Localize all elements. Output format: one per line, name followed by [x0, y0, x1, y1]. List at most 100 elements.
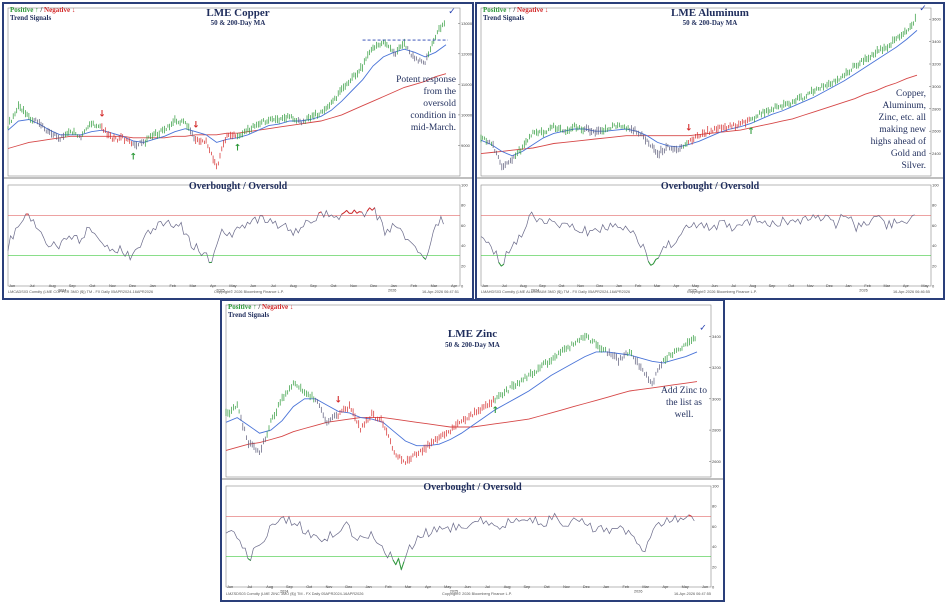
ma200-line [480, 74, 918, 155]
month-tick-label: May [692, 284, 699, 288]
ma50-line [7, 44, 447, 143]
oscillator-plot-frame [225, 485, 712, 588]
month-tick-label: Oct [330, 284, 337, 288]
price-tick-label: 3600 [932, 17, 942, 22]
month-tick-label: Dec [596, 284, 603, 288]
oscillator-extreme-segment [655, 257, 659, 260]
month-tick-label: Apr [425, 585, 432, 589]
osc-tick-label: 40 [712, 544, 717, 549]
oscillator-title: Overbought / Oversold [660, 181, 760, 192]
osc-tick-label: 100 [461, 183, 468, 188]
footer-source: LMCADS03 Comdty (LME COPPER 3MO ($)) TM … [8, 290, 154, 294]
price-tick-label: 3200 [712, 365, 722, 370]
osc-tick-label: 20 [712, 564, 717, 569]
month-tick-label: Sep [769, 284, 776, 288]
oscillator-extreme-segment [346, 210, 350, 214]
footer-timestamp: 16-Apr-2026 06:46:55 [893, 290, 930, 294]
chart-annotation: Copper, Aluminum, Zinc, etc. all making … [870, 89, 926, 171]
month-tick-label: Mar [642, 585, 649, 589]
month-tick-label: Apr [673, 284, 680, 288]
month-tick-label: Jun [9, 284, 15, 288]
oscillator-extreme-segment [392, 559, 397, 565]
aluminum-chart-svg: 3600 3400 3200 3000 2800 2600 2400 100 80 60 40 20 0… [477, 4, 943, 293]
trend-signals-label: Trend Signals [228, 311, 270, 319]
month-tick-label: Dec [129, 284, 136, 288]
price-tick-label: 2800 [712, 428, 722, 433]
osc-tick-label: 0 [932, 284, 935, 289]
month-tick-label: Jul [247, 585, 252, 589]
copper-chart-svg: 13000 12000 11000 10000 9000 100 80 60 40 20 0 Jun J… [4, 7, 472, 293]
month-tick-label: Feb [411, 284, 418, 288]
negative-label: Negative ↓ [262, 303, 294, 311]
month-tick-label: Sep [523, 585, 530, 589]
oscillator-plot-frame [7, 184, 461, 287]
month-tick-label: Sep [69, 284, 76, 288]
footer-source: LMZSDS03 Comdty (LME ZINC 3MO ($)) TM - … [226, 592, 364, 596]
price-plot-frame [480, 7, 932, 177]
positive-signal-arrow: ↑ [491, 406, 499, 416]
osc-tick-label: 40 [461, 243, 466, 248]
check-mark-icon: ✓ [448, 7, 456, 17]
oscillator-extreme-segment [422, 256, 426, 260]
price-tick-label: 12000 [461, 51, 472, 56]
footer-copyright: Copyright© 2026 Bloomberg Finance L.P. [214, 290, 284, 294]
month-tick-label: Jun [464, 585, 470, 589]
trend-signals-legend: Positive ↑ / Negative ↓ Trend Signals [10, 6, 75, 22]
month-tick-label: Nov [577, 284, 584, 288]
month-tick-label: Nov [350, 284, 357, 288]
osc-tick-label: 0 [461, 284, 464, 289]
footer-copyright: Copyright© 2026 Bloomberg Finance L.P. [687, 290, 757, 294]
month-tick-label: Jan [845, 284, 851, 288]
ma200-line [225, 381, 698, 451]
month-tick-label: Jan [603, 585, 609, 589]
month-tick-label: Jun [227, 585, 233, 589]
month-tick-label: Oct [306, 585, 313, 589]
month-tick-label: May [229, 284, 236, 288]
chart-title: LME Zinc [447, 328, 498, 340]
month-tick-label: Mar [883, 284, 890, 288]
month-tick-label: Aug [49, 284, 56, 288]
month-tick-label: Nov [563, 585, 570, 589]
month-tick-label: Dec [370, 284, 377, 288]
month-tick-label: Feb [864, 284, 871, 288]
month-tick-label: Jul [502, 284, 507, 288]
month-tick-label: Dec [826, 284, 833, 288]
osc-tick-label: 100 [712, 484, 719, 489]
osc-tick-label: 100 [932, 183, 939, 188]
osc-tick-label: 20 [932, 263, 937, 268]
osc-tick-label: 0 [712, 585, 715, 590]
oscillator-extreme-segment [359, 211, 363, 213]
month-tick-label: Jan [150, 284, 156, 288]
trend-signals-label: Trend Signals [10, 14, 52, 22]
month-tick-label: Jun [702, 585, 708, 589]
year-label: 2026 [634, 590, 642, 594]
price-tick-label: 3400 [712, 334, 722, 339]
chart-subtitle: 50 & 200-Day MA [682, 19, 738, 27]
price-tick-label: 13000 [461, 21, 472, 26]
oscillator-extreme-segment [647, 261, 652, 266]
negative-signal-arrow: ↓ [334, 395, 342, 405]
price-tick-label: 3400 [932, 39, 942, 44]
year-label: 2026 [859, 289, 867, 293]
trend-signals-legend: Positive ↑ / Negative ↓ Trend Signals [483, 6, 548, 22]
oscillator-extreme-segment [688, 514, 692, 517]
price-tick-label: 3000 [932, 84, 942, 89]
price-plot-frame [7, 7, 461, 177]
positive-signal-arrow: ↑ [129, 152, 137, 162]
oscillator-extreme-segment [650, 263, 654, 266]
oscillator-extreme-segment [356, 211, 360, 214]
negative-signal-arrow: ↓ [98, 110, 106, 120]
zinc-chart-svg: 3400 3200 3000 2800 2600 100 80 60 40 20 0 Jun Jul Au… [222, 304, 723, 594]
month-tick-label: Aug [504, 585, 511, 589]
oscillator-extreme-segment [652, 259, 657, 265]
positive-label: Positive ↑ [228, 303, 257, 311]
month-tick-label: Sep [539, 284, 546, 288]
month-tick-label: Feb [623, 585, 630, 589]
month-tick-label: Feb [385, 585, 392, 589]
positive-signal-arrow: ↑ [747, 127, 755, 137]
trend-signals-legend: Positive ↑ / Negative ↓ Trend Signals [228, 303, 293, 319]
oscillator-extreme-segment [400, 561, 405, 570]
price-tick-label: 2600 [712, 459, 722, 464]
positive-signal-arrow: ↑ [234, 143, 242, 153]
price-tick-label: 11000 [461, 82, 472, 87]
